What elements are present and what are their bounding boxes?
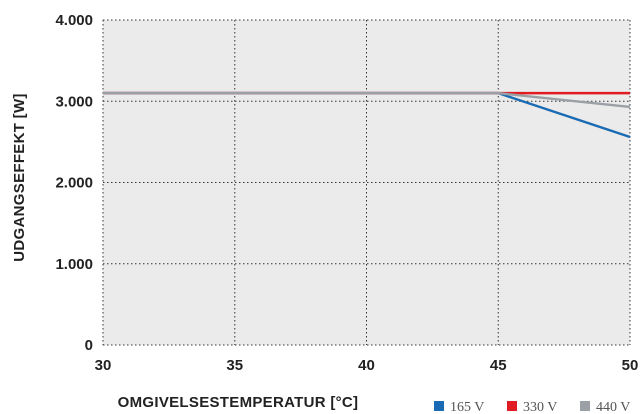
legend-swatch [507, 401, 517, 411]
x-tick-label: 30 [95, 357, 112, 374]
x-tick-label: 50 [622, 357, 639, 374]
legend-item: 330 V [507, 400, 557, 414]
legend-item: 165 V [434, 400, 484, 414]
y-tick-label: 2.000 [55, 175, 93, 192]
legend-item: 440 V [580, 400, 630, 414]
legend-label: 330 V [523, 400, 557, 414]
legend-label: 440 V [596, 400, 630, 414]
x-tick-label: 40 [358, 357, 375, 374]
y-axis-ticks: 0 1.000 2.000 3.000 4.000 [55, 12, 93, 354]
series-lines [103, 91, 631, 139]
plot-area [103, 20, 630, 345]
x-axis-ticks: 30 35 40 45 50 [95, 357, 639, 374]
x-axis-title: OMGIVELSESTEMPERATUR [°C] [118, 394, 359, 411]
legend-label: 165 V [450, 400, 484, 414]
y-axis-title: UDGANGSEFFEKT [W] [11, 93, 28, 261]
y-tick-label: 0 [85, 337, 93, 354]
legend-swatch [434, 401, 444, 411]
x-tick-label: 35 [226, 357, 243, 374]
y-tick-label: 4.000 [55, 12, 93, 29]
legend-swatch [580, 401, 590, 411]
series-line-440-v [103, 91, 631, 109]
y-tick-label: 3.000 [55, 93, 93, 110]
legend: 165 V 330 V 440 V [434, 400, 630, 414]
y-tick-label: 1.000 [55, 256, 93, 273]
x-tick-label: 45 [490, 357, 507, 374]
